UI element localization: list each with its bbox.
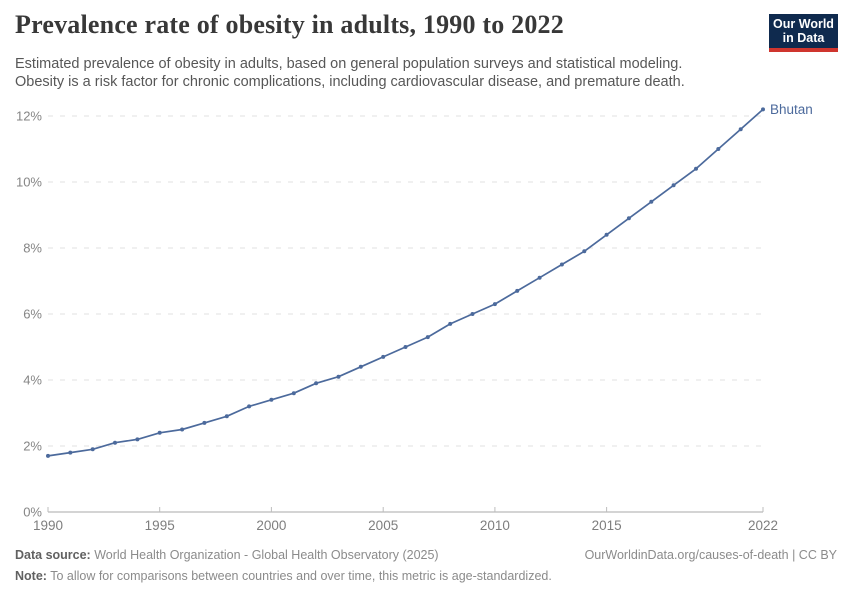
- data-point-marker[interactable]: [113, 440, 117, 445]
- chart-footer: Data source: World Health Organization -…: [15, 545, 837, 587]
- data-point-marker[interactable]: [559, 262, 564, 267]
- data-point-marker[interactable]: [90, 447, 95, 452]
- data-point-marker[interactable]: [425, 335, 430, 340]
- y-axis-tick-label: 12%: [16, 109, 42, 124]
- series-line-bhutan[interactable]: [47, 108, 764, 457]
- data-source-label: Data source:: [15, 548, 91, 562]
- data-point-marker[interactable]: [694, 166, 698, 171]
- data-source-line: Data source: World Health Organization -…: [15, 545, 552, 566]
- data-point-marker[interactable]: [716, 147, 721, 151]
- owid-logo-line1: Our World: [773, 17, 834, 31]
- owid-logo[interactable]: Our World in Data: [769, 14, 838, 52]
- data-point-marker[interactable]: [135, 437, 140, 442]
- data-point-marker[interactable]: [224, 414, 229, 419]
- x-axis-tick-label: 2005: [368, 518, 398, 533]
- data-point-marker[interactable]: [46, 453, 50, 458]
- data-point-marker[interactable]: [492, 302, 497, 307]
- x-axis-tick-label: 2010: [480, 518, 510, 533]
- data-point-marker[interactable]: [269, 397, 274, 402]
- data-point-marker[interactable]: [448, 321, 453, 326]
- data-point-marker[interactable]: [314, 381, 319, 386]
- x-axis-tick-label: 1990: [33, 518, 63, 533]
- data-point-marker[interactable]: [68, 450, 73, 455]
- chart-subtitle: Estimated prevalence of obesity in adult…: [15, 56, 685, 91]
- data-point-marker[interactable]: [470, 312, 475, 316]
- y-axis-tick-label: 2%: [23, 439, 42, 454]
- note-label: Note:: [15, 569, 47, 583]
- data-point-marker[interactable]: [381, 354, 386, 359]
- data-point-marker[interactable]: [202, 420, 207, 425]
- y-axis-tick-label: 6%: [23, 307, 42, 322]
- chart-title: Prevalence rate of obesity in adults, 19…: [15, 10, 564, 39]
- data-point-marker[interactable]: [537, 275, 542, 280]
- data-point-marker[interactable]: [649, 199, 654, 204]
- data-point-marker[interactable]: [358, 364, 363, 369]
- data-point-marker[interactable]: [403, 345, 408, 349]
- y-axis-tick-label: 4%: [23, 373, 42, 388]
- data-source-text: World Health Organization - Global Healt…: [94, 548, 439, 562]
- data-point-marker[interactable]: [671, 183, 676, 188]
- data-point-marker[interactable]: [738, 127, 743, 132]
- x-axis-tick-label: 1995: [145, 518, 175, 533]
- chart-subtitle-line2: Obesity is a risk factor for chronic com…: [15, 73, 685, 90]
- data-point-marker[interactable]: [515, 288, 520, 293]
- data-point-marker[interactable]: [761, 107, 765, 112]
- chart-subtitle-line1: Estimated prevalence of obesity in adult…: [15, 56, 683, 72]
- data-point-marker[interactable]: [582, 249, 587, 254]
- data-point-marker[interactable]: [180, 427, 185, 432]
- data-point-marker[interactable]: [291, 391, 296, 396]
- y-axis-tick-label: 0%: [23, 505, 42, 520]
- data-point-marker[interactable]: [604, 232, 609, 237]
- credit-link[interactable]: OurWorldinData.org/causes-of-death | CC …: [584, 548, 837, 562]
- line-chart-canvas[interactable]: 0% 2% 4% 6% 8% 10% 12% 1990 1995 2000 2005 2010 2015…: [0, 0, 850, 545]
- series-entity-label[interactable]: Bhutan: [770, 102, 813, 117]
- footer-left: Data source: World Health Organization -…: [15, 545, 552, 587]
- data-point-marker[interactable]: [247, 404, 252, 409]
- y-axis-tick-label: 8%: [23, 241, 42, 256]
- data-point-marker[interactable]: [626, 216, 631, 221]
- x-axis-tick-label: 2022: [748, 518, 778, 533]
- data-point-marker[interactable]: [336, 374, 341, 379]
- y-axis-tick-label: 10%: [16, 175, 42, 190]
- note-text: To allow for comparisons between countri…: [50, 569, 552, 583]
- x-axis-tick-label: 2000: [256, 518, 286, 533]
- owid-logo-line2: in Data: [782, 30, 825, 45]
- data-point-marker[interactable]: [157, 430, 162, 435]
- x-axis-tick-label: 2015: [592, 518, 622, 533]
- note-line: Note: To allow for comparisons between c…: [15, 566, 552, 587]
